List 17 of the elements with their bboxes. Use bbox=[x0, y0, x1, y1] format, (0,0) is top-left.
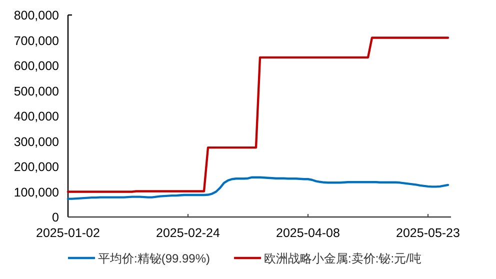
legend-label: 欧洲战略小金属:卖价:铋:元/吨 bbox=[264, 252, 422, 266]
y-tick-label: 600,000 bbox=[14, 59, 60, 73]
y-tick-label: 500,000 bbox=[14, 84, 60, 98]
x-tick-label: 2025-02-24 bbox=[156, 226, 220, 240]
y-tick-label: 700,000 bbox=[14, 34, 60, 48]
x-tick-label: 2025-04-08 bbox=[276, 226, 340, 240]
y-tick-label: 800,000 bbox=[14, 8, 60, 22]
y-tick-label: 300,000 bbox=[14, 134, 60, 149]
y-tick-label: 200,000 bbox=[14, 160, 60, 174]
x-tick-label: 2025-01-02 bbox=[36, 226, 100, 240]
y-tick-label: 400,000 bbox=[14, 110, 60, 124]
y-tick-label: 100,000 bbox=[14, 185, 60, 200]
legend-label: 平均价:精铋(99.99%) bbox=[98, 252, 210, 266]
line-series bbox=[66, 36, 450, 193]
x-tick-label: 2025-05-23 bbox=[396, 226, 460, 240]
line-series bbox=[66, 176, 450, 200]
y-tick-label: 0 bbox=[52, 210, 60, 224]
